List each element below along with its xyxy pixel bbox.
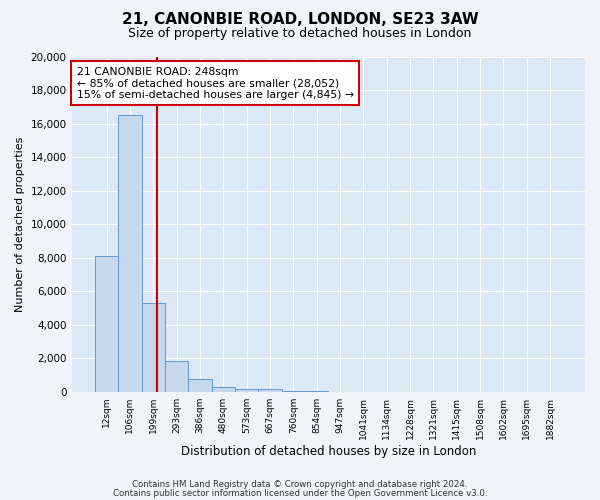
- X-axis label: Distribution of detached houses by size in London: Distribution of detached houses by size …: [181, 444, 476, 458]
- Bar: [258, 390, 281, 392]
- Bar: [235, 388, 258, 392]
- Bar: [118, 115, 142, 392]
- Bar: [95, 256, 118, 392]
- Bar: [188, 378, 212, 392]
- Text: 21, CANONBIE ROAD, LONDON, SE23 3AW: 21, CANONBIE ROAD, LONDON, SE23 3AW: [122, 12, 478, 28]
- Bar: [142, 303, 165, 392]
- Text: Size of property relative to detached houses in London: Size of property relative to detached ho…: [128, 28, 472, 40]
- Bar: [281, 391, 305, 392]
- Bar: [165, 361, 188, 392]
- Text: Contains HM Land Registry data © Crown copyright and database right 2024.: Contains HM Land Registry data © Crown c…: [132, 480, 468, 489]
- Y-axis label: Number of detached properties: Number of detached properties: [15, 136, 25, 312]
- Text: Contains public sector information licensed under the Open Government Licence v3: Contains public sector information licen…: [113, 488, 487, 498]
- Bar: [212, 387, 235, 392]
- Text: 21 CANONBIE ROAD: 248sqm
← 85% of detached houses are smaller (28,052)
15% of se: 21 CANONBIE ROAD: 248sqm ← 85% of detach…: [77, 66, 354, 100]
